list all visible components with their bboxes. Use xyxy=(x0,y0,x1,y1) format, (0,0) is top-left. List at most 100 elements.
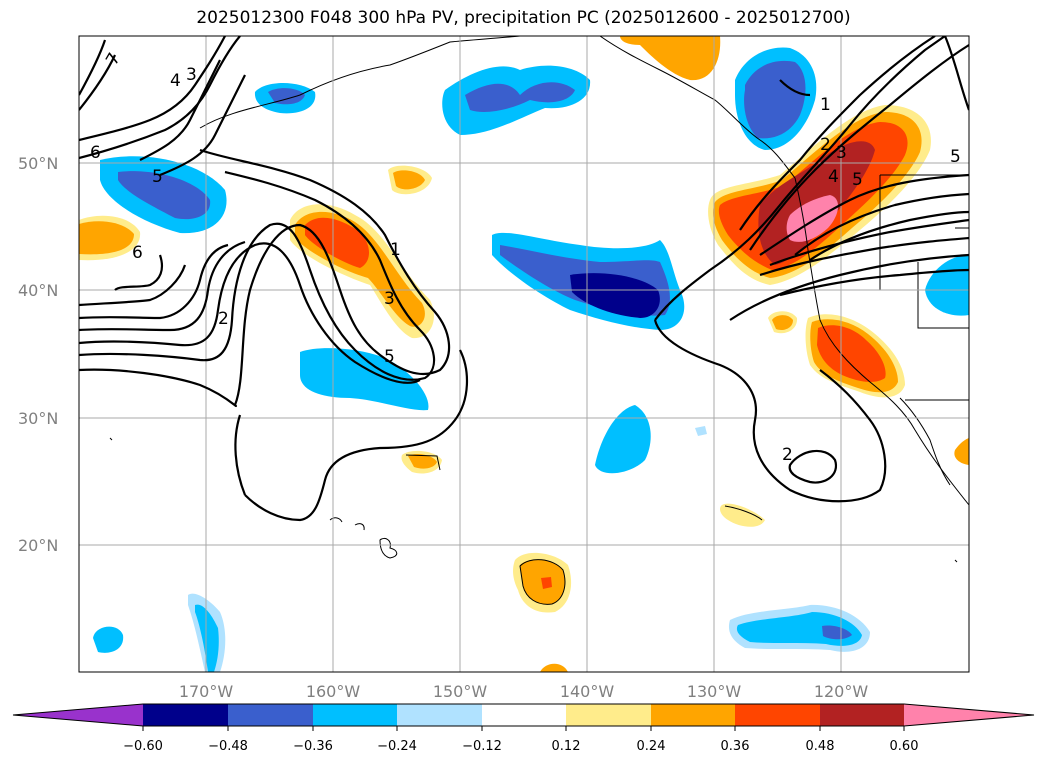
precip-blob xyxy=(118,171,211,220)
contour-label: 5 xyxy=(384,347,395,367)
pv-contour xyxy=(769,218,969,267)
island-dot xyxy=(109,437,113,441)
colorbar-tick-label: −0.36 xyxy=(293,739,333,754)
state-border xyxy=(917,262,969,329)
pv-contours xyxy=(79,36,969,522)
colorbar-segment xyxy=(651,704,735,726)
colorbar-extend-low xyxy=(13,704,143,726)
precip-blob xyxy=(195,604,219,672)
contour-label: 1 xyxy=(390,240,401,260)
colorbar-tick-label: 0.24 xyxy=(637,739,666,754)
pv-contour xyxy=(79,170,436,381)
colorbar-tick-label: −0.12 xyxy=(462,739,502,754)
colorbar-extend-high xyxy=(904,704,1034,726)
precip-blob xyxy=(100,632,117,648)
island-dot xyxy=(954,559,958,563)
pv-contour xyxy=(79,39,107,96)
precip-blob xyxy=(695,426,707,436)
pv-contour xyxy=(729,253,969,321)
precip-blob xyxy=(822,625,852,640)
colorbar-segment xyxy=(566,704,651,726)
contour-label: 5 xyxy=(852,170,863,190)
pv-contour xyxy=(739,36,936,231)
pv-contour xyxy=(79,36,241,160)
pv-contour xyxy=(79,264,187,307)
pv-contour xyxy=(79,240,246,332)
precip-blob xyxy=(393,170,425,190)
colorbar-tick-label: 0.12 xyxy=(552,739,581,754)
precip-blob xyxy=(954,438,969,465)
lon-label: 150°W xyxy=(433,682,488,701)
precip-blob xyxy=(465,82,575,112)
pv-contour xyxy=(794,192,969,256)
pv-contour xyxy=(79,36,226,142)
colorbar-segment xyxy=(397,704,482,726)
lon-label: 130°W xyxy=(687,682,742,701)
pv-contour xyxy=(159,74,246,177)
lat-label: 20°N xyxy=(18,536,58,555)
coastlines xyxy=(109,36,969,605)
colorbar-tick-label: −0.24 xyxy=(377,739,417,754)
pv-contour xyxy=(759,173,969,256)
precip-blob xyxy=(772,315,793,330)
island-outline xyxy=(519,559,566,605)
precip-shading xyxy=(79,36,969,672)
contour-label: 6 xyxy=(90,143,101,163)
pv-contour xyxy=(943,36,969,111)
pv-contour xyxy=(653,319,887,503)
contour-label: 6 xyxy=(132,243,143,263)
colorbar: −0.60 −0.48 −0.36 −0.24 −0.12 0.12 0.24 … xyxy=(12,703,1035,754)
pv-contour xyxy=(759,236,969,277)
pv-contour xyxy=(139,59,221,161)
colorbar-segment xyxy=(735,704,820,726)
gridlines xyxy=(79,36,969,672)
pv-contour xyxy=(79,54,116,111)
precip-blob xyxy=(720,503,765,527)
coastline-alaska xyxy=(599,36,796,179)
contour-label: 4 xyxy=(170,71,181,91)
colorbar-segment xyxy=(228,704,313,726)
precip-blob xyxy=(268,88,305,105)
colorbar-segment xyxy=(143,704,228,726)
contour-label: 3 xyxy=(186,65,197,85)
contour-label: 3 xyxy=(836,143,847,163)
colorbar-segment xyxy=(820,704,904,726)
hawaii-islands xyxy=(329,517,398,559)
precip-blob xyxy=(79,221,134,255)
lon-label: 120°W xyxy=(814,682,869,701)
lat-labels: 50°N 40°N 30°N 20°N xyxy=(18,154,58,555)
pv-contour xyxy=(779,79,811,97)
contour-label: 5 xyxy=(152,167,163,187)
contour-label: 2 xyxy=(218,309,229,329)
lat-label: 50°N xyxy=(18,154,58,173)
colorbar-tick-label: 0.48 xyxy=(806,739,835,754)
pv-contour xyxy=(244,349,469,522)
contour-label: 5 xyxy=(950,147,961,167)
precip-blob xyxy=(305,217,369,268)
precip-blob xyxy=(744,60,806,139)
precip-blob xyxy=(540,663,568,672)
pv-contour xyxy=(749,44,969,251)
precip-blob xyxy=(595,405,651,474)
lat-label: 30°N xyxy=(18,409,58,428)
coastline-alaska xyxy=(199,36,521,129)
precip-blob xyxy=(541,577,552,589)
colorbar-tick-label: 0.60 xyxy=(890,739,919,754)
colorbar-tick-label: −0.60 xyxy=(123,739,163,754)
coastline-baja xyxy=(899,397,951,486)
pv-contour xyxy=(654,36,946,321)
lon-label: 140°W xyxy=(560,682,615,701)
pv-contour xyxy=(114,254,164,291)
contour-label: 2 xyxy=(820,135,831,155)
island-outline xyxy=(724,505,763,521)
contour-label: 4 xyxy=(828,167,839,187)
pv-contour xyxy=(79,243,229,320)
contour-label: 3 xyxy=(384,289,395,309)
contour-label: 2 xyxy=(782,445,793,465)
contour-labels: 7 4 3 6 5 6 2 1 3 5 1 2 3 4 5 5 2 xyxy=(90,50,961,465)
lat-label: 40°N xyxy=(18,281,58,300)
pv-contour xyxy=(779,268,969,297)
pv-contour xyxy=(788,449,838,484)
map-title: 2025012300 F048 300 hPa PV, precipitatio… xyxy=(196,8,851,28)
